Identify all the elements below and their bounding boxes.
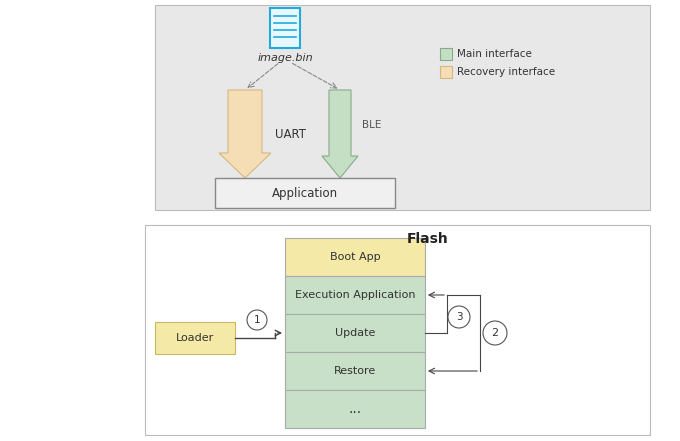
Bar [285,390,425,428]
Text: Boot App: Boot App [330,252,380,262]
Text: BLE: BLE [362,120,381,130]
Bar [215,178,395,208]
Text: Update: Update [335,328,375,338]
Text: Loader: Loader [176,333,214,343]
Bar [155,322,235,354]
Text: Flash: Flash [407,232,449,246]
Text: image.bin: image.bin [257,53,313,63]
Text: ...: ... [348,402,362,416]
FancyArrow shape [219,90,271,178]
Text: Restore: Restore [334,366,376,376]
Bar [285,238,425,276]
FancyArrow shape [322,90,358,178]
Text: Execution Application: Execution Application [294,290,415,300]
Circle shape [483,321,507,345]
Bar [285,276,425,314]
Bar [270,8,300,48]
Text: 1: 1 [254,315,260,325]
Bar [155,5,650,210]
Bar [285,352,425,390]
Circle shape [247,310,267,330]
Text: UART: UART [275,128,306,142]
Bar [440,48,452,60]
Text: Main interface: Main interface [457,49,532,59]
Text: 3: 3 [456,312,462,322]
Circle shape [448,306,470,328]
Text: 2: 2 [492,328,498,338]
Text: Recovery interface: Recovery interface [457,67,555,77]
Bar [145,225,650,435]
Text: Application: Application [272,187,338,199]
Bar [440,66,452,78]
Bar [285,314,425,352]
